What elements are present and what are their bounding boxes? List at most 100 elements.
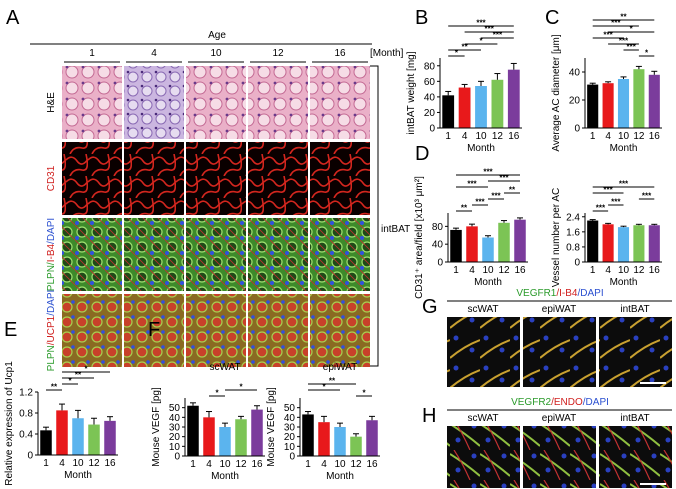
significance-label: ***: [603, 186, 613, 195]
y-axis-label: Average AC diameter [μm]: [551, 34, 562, 152]
x-tick-label: 4: [605, 131, 611, 142]
x-tick-label: 10: [618, 131, 630, 142]
label-part: VEGFR1: [516, 288, 556, 299]
micrograph: [186, 218, 246, 291]
significance-label: *: [322, 383, 326, 392]
significance-label: ***: [491, 192, 501, 201]
bar: [587, 220, 599, 262]
micrograph: [248, 218, 308, 291]
significance-label: **: [461, 204, 468, 213]
panel-letter: C: [545, 7, 559, 29]
micrograph: [310, 66, 370, 139]
significance-label: *: [645, 49, 649, 58]
significance-label: ***: [627, 43, 637, 52]
significance-label: ***: [493, 31, 503, 40]
y-tick-label: 50: [169, 403, 181, 414]
bar: [442, 95, 455, 128]
header: Age: [208, 30, 226, 41]
micrograph: [124, 66, 184, 139]
significance-label: **: [620, 13, 627, 22]
y-tick-label: 10: [169, 442, 181, 453]
x-tick-label: 16: [104, 458, 116, 469]
significance-label: **: [509, 186, 516, 195]
y-tick-label: 1.2: [19, 388, 33, 399]
y-axis-label: intBAT weight [mg]: [406, 51, 417, 134]
bar: [475, 86, 487, 128]
significance-label: ***: [619, 37, 629, 46]
bar: [507, 69, 520, 128]
y-tick-label: 0.8: [566, 242, 580, 253]
x-tick-label: 4: [462, 131, 468, 142]
x-axis-label: Month: [610, 143, 638, 154]
y-tick-label: 0.4: [19, 430, 33, 441]
bar: [617, 79, 630, 128]
micrograph: [62, 294, 122, 367]
y-axis-label: Mouse VEGF [pg]: [266, 387, 277, 467]
y-tick-label: 20: [569, 96, 581, 107]
label-part: PLPN/: [46, 262, 57, 291]
column-label: 10: [210, 48, 222, 59]
bar: [219, 427, 231, 456]
micrograph: [124, 218, 184, 291]
column-label: 16: [334, 48, 346, 59]
y-axis-label: Vessel number per AC: [551, 188, 562, 288]
label-part: /I-B4: [556, 288, 578, 299]
column-label: 4: [151, 48, 157, 59]
x-tick-label: 12: [235, 459, 247, 470]
significance-label: ***: [467, 180, 477, 189]
x-tick-label: 4: [206, 459, 212, 470]
label: H&E: [46, 92, 57, 113]
column-label: 1: [89, 48, 95, 59]
y-axis-label: Mouse VEGF [pg]: [151, 387, 162, 467]
column-label: epiWAT: [542, 304, 576, 315]
micrograph: [447, 426, 520, 488]
y-tick-label: 2.4: [566, 212, 580, 223]
bar: [633, 69, 645, 128]
y-tick-label: 40: [284, 413, 296, 424]
micrograph: [310, 294, 370, 367]
bar: [587, 84, 599, 128]
bar: [72, 418, 84, 455]
significance-label: *: [630, 25, 634, 34]
significance-label: ***: [611, 19, 621, 28]
significance-label: *: [455, 49, 459, 58]
x-tick-label: 1: [453, 265, 459, 276]
y-tick-label: 0: [574, 258, 580, 269]
significance-label: *: [362, 389, 366, 398]
x-tick-label: 4: [605, 265, 611, 276]
x-tick-label: 16: [649, 265, 661, 276]
bracket-label: intBAT: [381, 224, 410, 235]
bar: [514, 219, 526, 262]
bar: [366, 420, 378, 456]
micrograph: [248, 142, 308, 215]
x-tick-label: 10: [72, 458, 84, 469]
significance-label: *: [479, 37, 483, 46]
micrograph: [62, 142, 122, 215]
y-tick-label: 10: [284, 442, 296, 453]
micrograph: [310, 142, 370, 215]
y-tick-label: 0: [437, 258, 443, 269]
significance-label: *: [215, 389, 219, 398]
panel-letter: H: [422, 405, 436, 427]
y-tick-label: 0: [429, 124, 435, 135]
micrograph: [599, 317, 672, 387]
label-part: /DAPI: [578, 288, 604, 299]
bar: [203, 417, 215, 456]
label: PLPN/I-B4/DAPI: [46, 218, 57, 291]
column-label: intBAT: [620, 304, 649, 315]
x-tick-label: 10: [219, 459, 231, 470]
significance-label: *: [84, 365, 88, 374]
label-part: /DAPI: [46, 218, 57, 244]
bar: [466, 226, 478, 262]
x-tick-label: 4: [59, 458, 65, 469]
label-part: CD31: [46, 165, 57, 191]
bar: [602, 83, 614, 128]
micrograph: [186, 142, 246, 215]
y-tick-label: 40: [569, 68, 581, 79]
x-tick-label: 1: [590, 265, 596, 276]
x-tick-label: 12: [633, 265, 645, 276]
bracket: [370, 65, 379, 367]
significance-label: ***: [619, 180, 629, 189]
x-axis-label: Month: [64, 470, 92, 481]
bar: [491, 79, 504, 128]
